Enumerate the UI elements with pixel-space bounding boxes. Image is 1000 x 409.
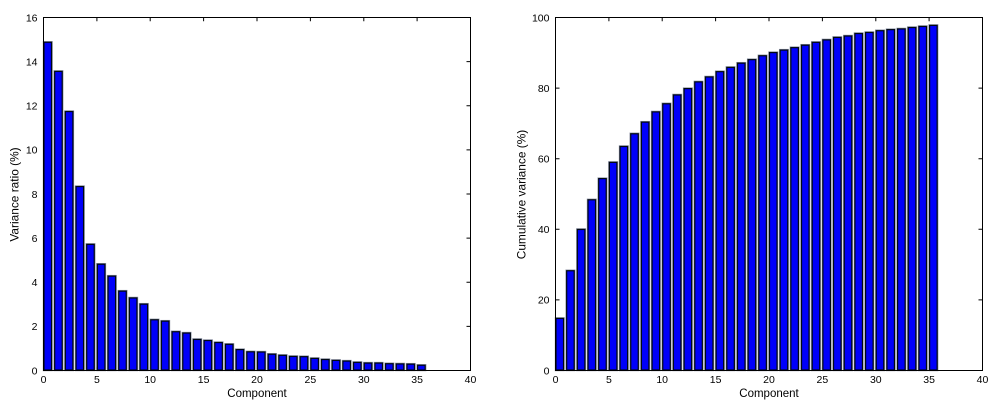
svg-text:2: 2	[32, 321, 38, 333]
svg-text:6: 6	[32, 233, 38, 245]
svg-text:0: 0	[544, 365, 550, 377]
svg-text:0: 0	[553, 374, 559, 386]
svg-text:0: 0	[32, 365, 38, 377]
svg-text:4: 4	[32, 277, 38, 289]
svg-text:25: 25	[817, 374, 829, 386]
svg-text:8: 8	[32, 189, 38, 201]
svg-text:35: 35	[923, 374, 935, 386]
svg-text:15: 15	[198, 374, 210, 386]
svg-text:12: 12	[26, 101, 38, 113]
svg-text:20: 20	[538, 295, 550, 307]
svg-text:80: 80	[538, 83, 550, 95]
svg-text:30: 30	[870, 374, 882, 386]
svg-text:Cumulative variance (%): Cumulative variance (%)	[515, 130, 529, 260]
svg-text:16: 16	[26, 12, 38, 24]
svg-text:35: 35	[411, 374, 423, 386]
svg-text:5: 5	[606, 374, 612, 386]
svg-text:10: 10	[144, 374, 156, 386]
svg-text:5: 5	[94, 374, 100, 386]
svg-text:Component: Component	[739, 388, 799, 400]
svg-text:40: 40	[977, 374, 989, 386]
svg-text:100: 100	[532, 12, 550, 24]
svg-text:0: 0	[41, 374, 47, 386]
svg-text:Component: Component	[227, 388, 287, 400]
svg-text:30: 30	[358, 374, 370, 386]
svg-text:Variance ratio (%): Variance ratio (%)	[8, 147, 22, 241]
svg-text:60: 60	[538, 154, 550, 166]
svg-text:14: 14	[26, 56, 38, 68]
svg-text:20: 20	[251, 374, 263, 386]
svg-text:10: 10	[26, 145, 38, 157]
svg-text:15: 15	[710, 374, 722, 386]
svg-text:25: 25	[305, 374, 317, 386]
svg-text:10: 10	[656, 374, 668, 386]
svg-text:20: 20	[763, 374, 775, 386]
svg-text:40: 40	[538, 224, 550, 236]
svg-text:40: 40	[465, 374, 477, 386]
